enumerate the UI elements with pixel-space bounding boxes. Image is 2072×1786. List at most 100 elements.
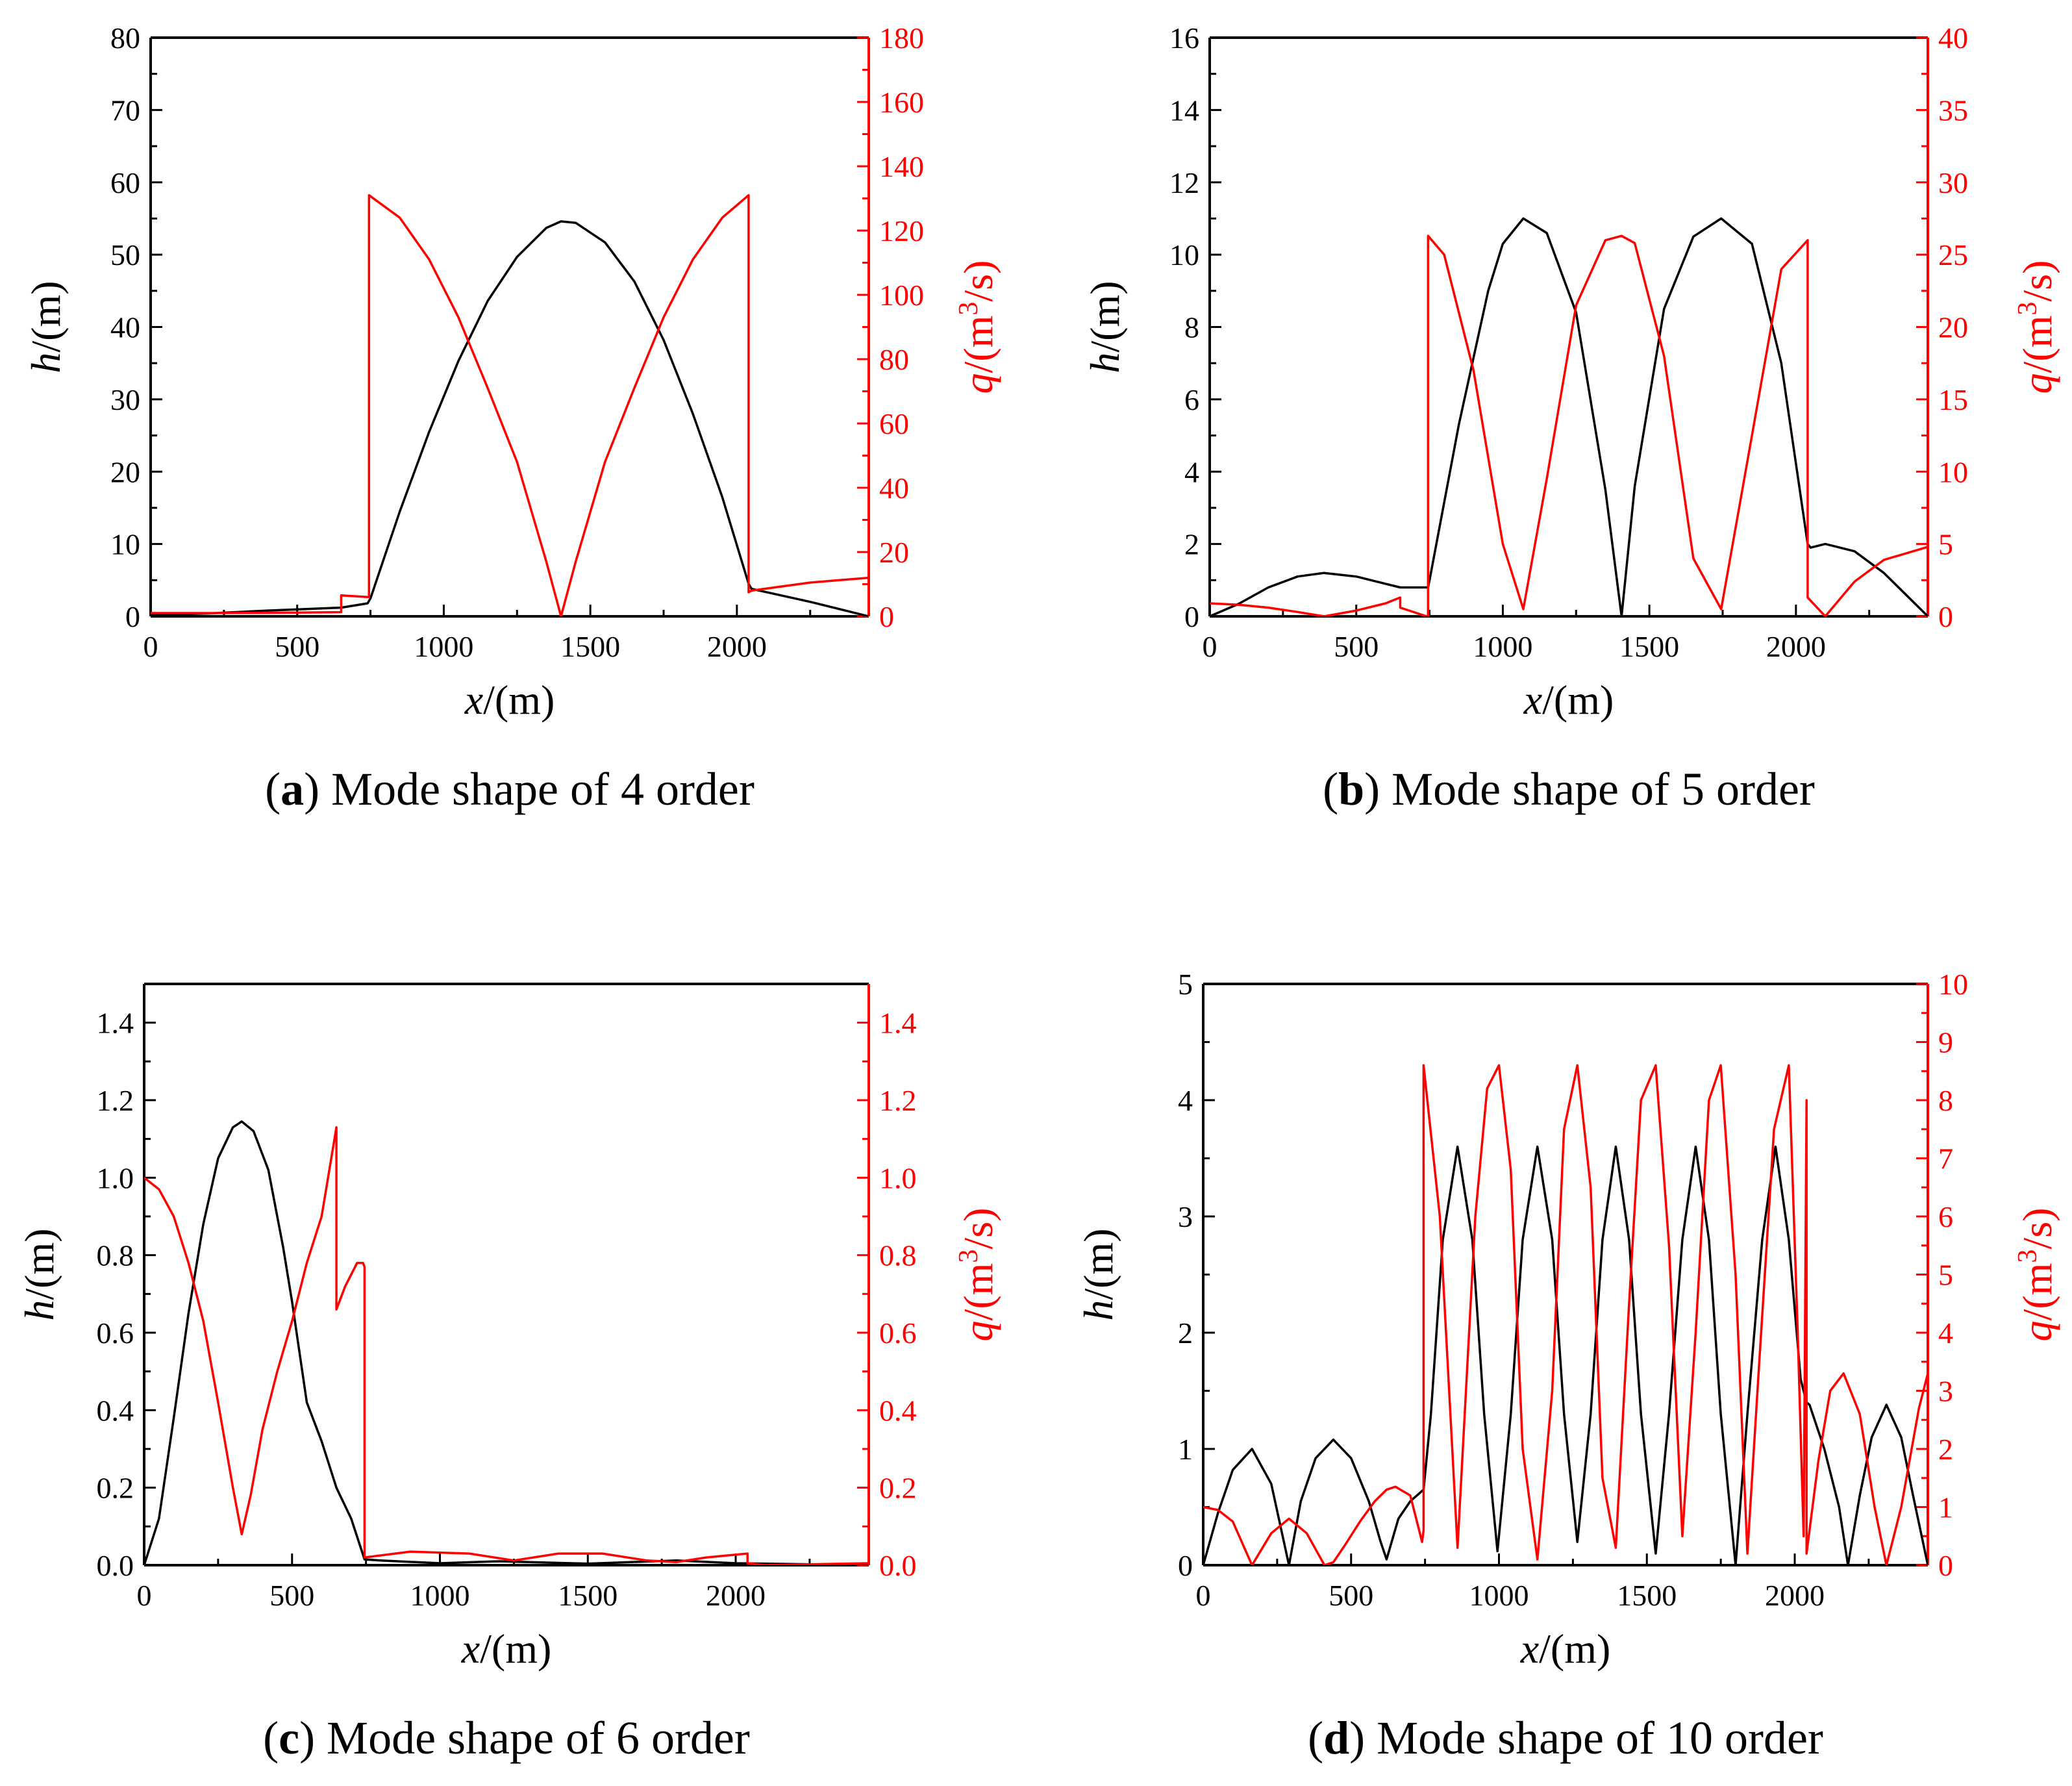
left-y-tick-label: 0.4 [97,1394,134,1427]
x-tick-label: 1000 [1469,1579,1529,1612]
right-y-tick-label: 0.2 [879,1472,917,1505]
right-y-tick-label: 5 [1938,528,1953,561]
left-y-tick-label: 0 [1184,600,1199,633]
right-y-tick-label: 1.0 [879,1161,917,1194]
left-y-tick-label: 6 [1184,383,1199,416]
x-tick-label: 1500 [558,1579,618,1612]
x-tick-label: 2000 [707,630,767,663]
right-y-tick-label: 10 [1938,455,1968,488]
x-tick-label: 2000 [1765,1579,1825,1612]
left-y-tick-label: 1.2 [97,1084,134,1117]
x-tick-label: 1000 [410,1579,470,1612]
right-y-tick-label: 40 [879,472,909,505]
series-q-line [1203,1064,1928,1565]
right-y-tick-label: 80 [879,343,909,376]
x-tick-label: 0 [1203,630,1217,663]
right-y-tick-label: 8 [1938,1084,1953,1117]
right-y-tick-label: 20 [1938,311,1968,344]
left-y-tick-label: 0.0 [97,1549,134,1582]
right-y-tick-label: 15 [1938,383,1968,416]
x-tick-label: 0 [144,630,158,663]
right-y-tick-label: 35 [1938,94,1968,127]
panel-caption: (c) Mode shape of 6 order [263,1712,750,1764]
right-y-tick-label: 3 [1938,1375,1953,1408]
x-tick-label: 1000 [1473,630,1532,663]
right-y-tick-label: 60 [879,407,909,440]
right-y-tick-label: 30 [1938,166,1968,199]
right-y-tick-label: 20 [879,536,909,569]
left-y-tick-label: 60 [110,166,140,199]
left-y-axis-title: h/(m) [1075,1228,1121,1320]
left-y-tick-label: 70 [110,94,140,127]
right-y-axis-title: q/(m3/s) [2013,1208,2060,1342]
series-q-line [144,1126,869,1565]
left-y-tick-label: 1 [1178,1433,1193,1466]
right-y-tick-label: 1 [1938,1491,1953,1524]
right-y-tick-label: 160 [879,86,924,119]
panel-a: 0 500 1000 1500 2000 0 10 20 30 40 50 60 70 80 0 20 40 60… [23,21,1001,815]
x-tick-label: 0 [1196,1579,1211,1612]
right-y-tick-label: 25 [1938,238,1968,271]
right-y-tick-label: 0.8 [879,1239,917,1272]
x-tick-label: 1000 [414,630,473,663]
panel-caption: (a) Mode shape of 4 order [265,763,755,815]
panel-caption: (d) Mode shape of 10 order [1308,1712,1823,1764]
right-y-tick-label: 5 [1938,1259,1953,1292]
left-y-tick-label: 10 [110,528,140,561]
panel-b: 0 500 1000 1500 2000 0 2 4 6 8 10 12 14 16 0 5 10 15 20 25 3… [1082,21,2060,815]
left-y-tick-label: 80 [110,21,140,55]
panel-c: 0 500 1000 1500 2000 0.0 0.2 0.4 0.6 0.8 1.0 1.2 1.4… [16,983,1001,1764]
x-tick-label: 500 [1334,630,1379,663]
right-y-tick-label: 0.6 [879,1316,917,1350]
left-y-tick-label: 20 [110,455,140,488]
right-y-tick-label: 10 [1938,968,1968,1001]
x-axis-title: x/(m) [464,677,555,723]
right-y-tick-label: 180 [879,21,924,55]
x-tick-label: 1500 [1619,630,1679,663]
x-tick-label: 500 [1329,1579,1373,1612]
x-tick-label: 2000 [706,1579,766,1612]
right-y-tick-label: 140 [879,150,924,183]
panel-d: 0 500 1000 1500 2000 0 1 2 3 4 5 0 1 2 3 4 5 6 7 8 9 10 x/(m) h… [1075,968,2060,1764]
right-y-axis-title: q/(m3/s) [954,260,1001,394]
series-h-line [1203,1145,1928,1565]
left-y-tick-label: 50 [110,238,140,271]
left-y-tick-label: 16 [1169,21,1199,55]
left-y-tick-label: 4 [1178,1084,1193,1117]
left-y-tick-label: 1.4 [97,1007,134,1040]
left-y-tick-label: 40 [110,311,140,344]
x-tick-label: 1500 [560,630,620,663]
x-axis-title: x/(m) [1520,1626,1611,1672]
x-tick-label: 1500 [1617,1579,1677,1612]
right-y-tick-label: 1.2 [879,1084,917,1117]
series-h-line [144,1120,869,1565]
right-y-tick-label: 2 [1938,1433,1953,1466]
left-y-tick-label: 0.2 [97,1472,134,1505]
right-y-tick-label: 100 [879,279,924,312]
series-q-line [151,194,869,616]
right-y-tick-label: 0 [1938,1549,1953,1582]
right-y-tick-label: 40 [1938,21,1968,55]
left-y-tick-label: 12 [1169,166,1199,199]
left-y-axis-title: h/(m) [1082,281,1128,373]
right-y-tick-label: 9 [1938,1026,1953,1059]
left-y-tick-label: 0 [125,600,140,633]
left-y-tick-label: 2 [1184,528,1199,561]
x-tick-label: 2000 [1766,630,1826,663]
right-y-tick-label: 0.0 [879,1549,917,1582]
left-y-tick-label: 0 [1178,1549,1193,1582]
series-q-line [1210,234,1928,616]
left-y-tick-label: 0.8 [97,1239,134,1272]
left-y-tick-label: 3 [1178,1200,1193,1233]
left-y-axis-title: h/(m) [16,1228,62,1320]
x-tick-label: 500 [275,630,319,663]
right-y-axis-title: q/(m3/s) [2013,260,2060,394]
left-y-tick-label: 14 [1169,94,1199,127]
right-y-tick-label: 120 [879,214,924,247]
right-y-tick-label: 0 [879,600,894,633]
right-y-tick-label: 1.4 [879,1007,917,1040]
left-y-tick-label: 8 [1184,311,1199,344]
x-tick-label: 500 [269,1579,314,1612]
left-y-tick-label: 2 [1178,1316,1193,1350]
